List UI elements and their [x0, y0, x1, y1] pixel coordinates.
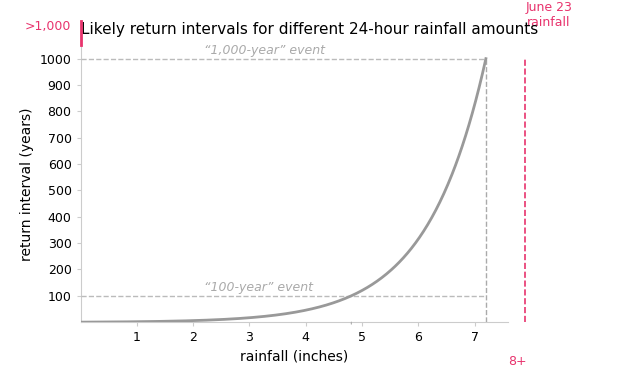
Text: 8+: 8+ [508, 356, 526, 368]
Text: Likely return intervals for different 24-hour rainfall amounts: Likely return intervals for different 24… [81, 22, 538, 38]
Text: June 23
rainfall: June 23 rainfall [526, 1, 572, 29]
Text: “100-year” event: “100-year” event [205, 281, 314, 294]
Text: “1,000-year” event: “1,000-year” event [205, 44, 326, 56]
Y-axis label: return interval (years): return interval (years) [20, 107, 34, 261]
X-axis label: rainfall (inches): rainfall (inches) [241, 350, 348, 364]
Text: >1,000: >1,000 [25, 20, 71, 33]
